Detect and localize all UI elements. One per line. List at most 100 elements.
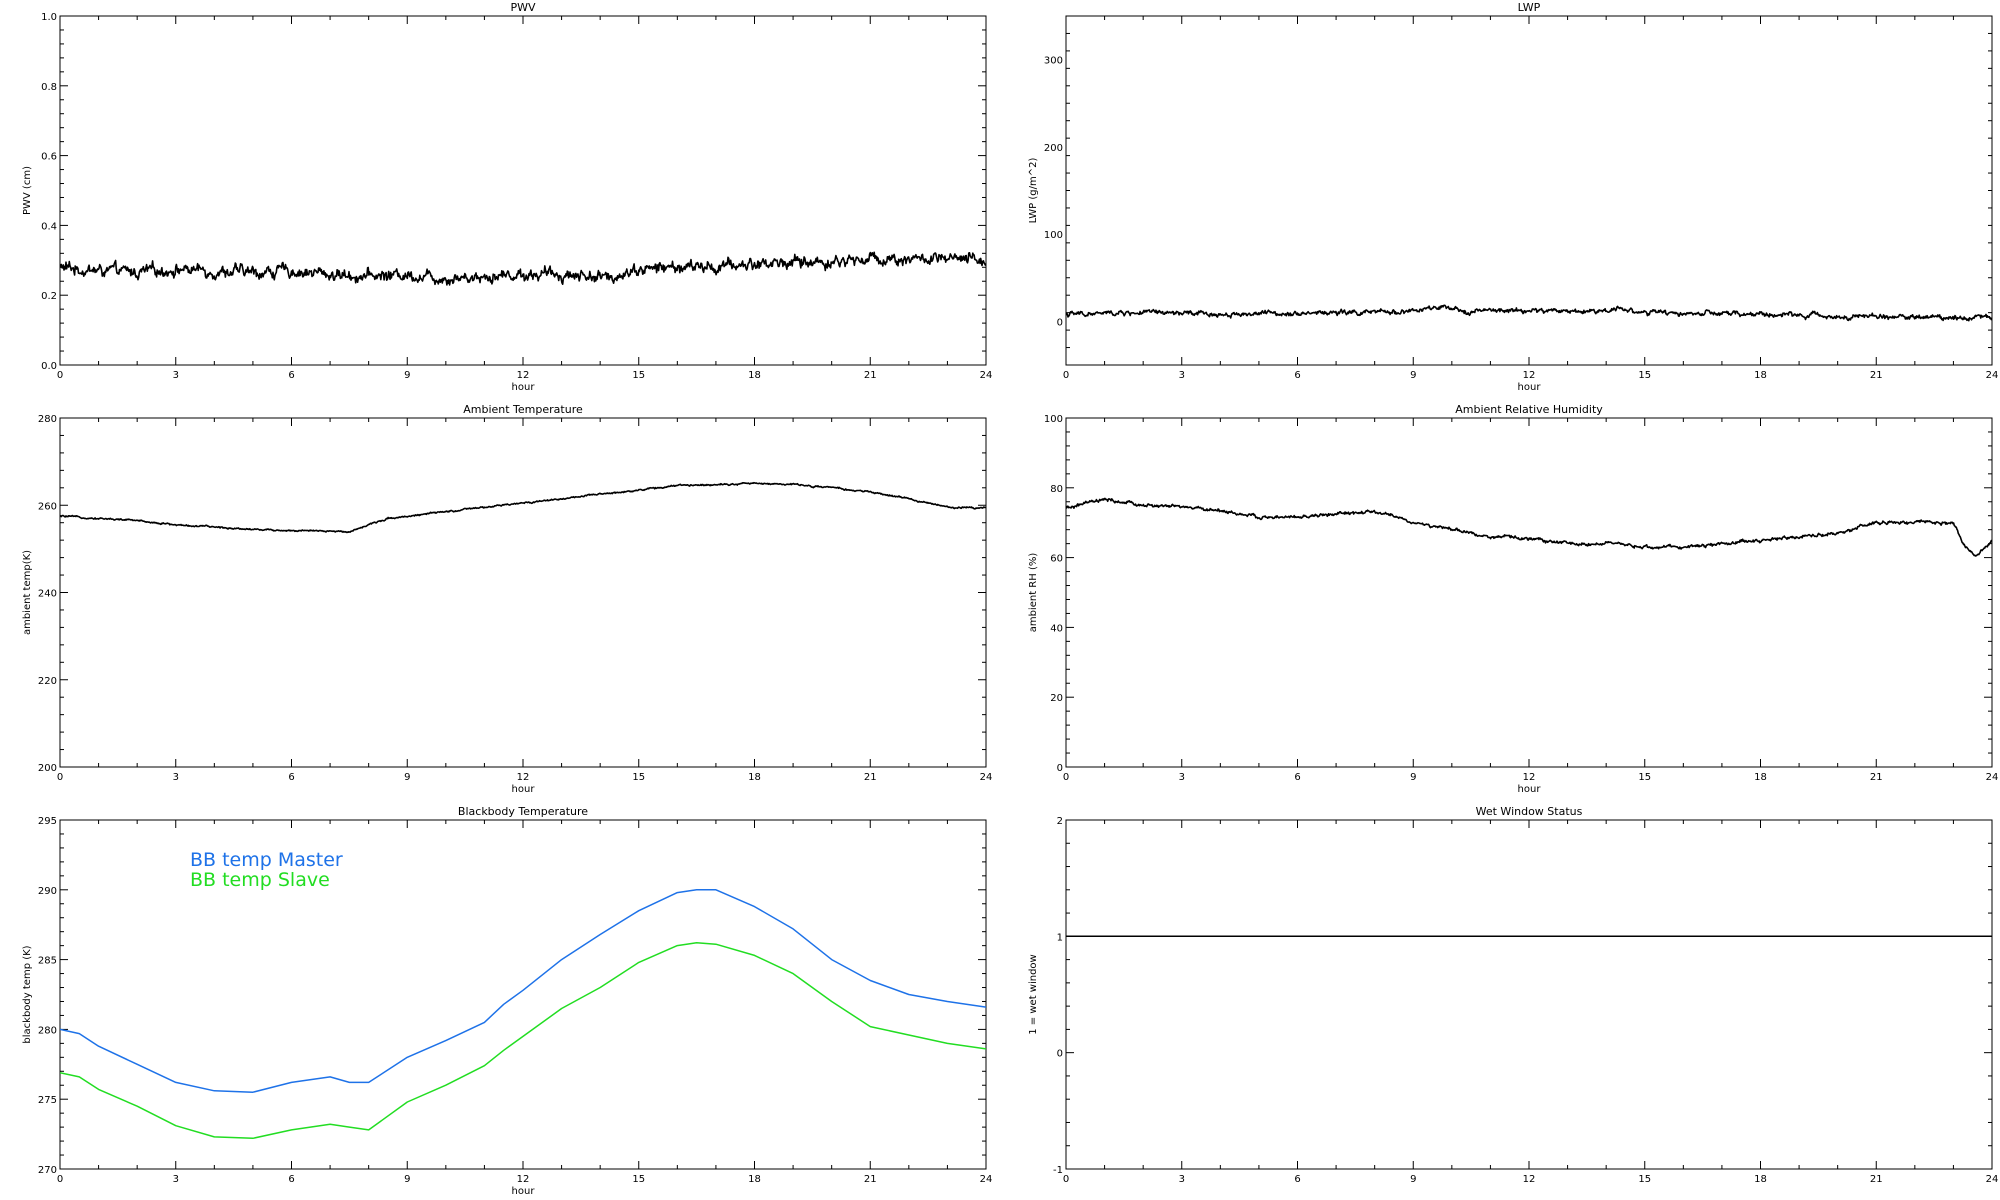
y-tick-label: 240	[38, 589, 57, 600]
y-tick-label: 0.6	[41, 152, 57, 163]
chart-title: Blackbody Temperature	[458, 805, 588, 818]
y-tick-label: 40	[1050, 623, 1063, 634]
x-tick-label: 15	[632, 1174, 645, 1185]
x-tick-label: 12	[1523, 370, 1536, 381]
y-axis-label: ambient temp(K)	[22, 550, 33, 635]
x-tick-label: 6	[1294, 772, 1300, 783]
y-axis-label: 1 = wet window	[1028, 954, 1039, 1034]
x-tick-label: 0	[1063, 772, 1069, 783]
x-tick-label: 24	[1986, 772, 1999, 783]
x-tick-label: 15	[632, 772, 645, 783]
x-tick-label: 24	[1986, 1174, 1999, 1185]
x-tick-label: 3	[1179, 370, 1185, 381]
panel-pwv: 0 3 6 9 12 15 18 21 24 0.0 0.2 0.4 0.6 0.8 1.0 PWV hour P…	[22, 1, 992, 393]
x-tick-label: 3	[1179, 1174, 1185, 1185]
series-line-lwp	[1066, 304, 1992, 322]
x-tick-label: 6	[1294, 370, 1300, 381]
panel-bb-temp: 0 3 6 9 12 15 18 21 24 270 275 280 285 290 295 Blackbod…	[22, 805, 992, 1197]
x-tick-label: 18	[748, 1174, 761, 1185]
x-tick-label: 21	[1870, 1174, 1883, 1185]
y-tick-label: 0.0	[41, 361, 57, 372]
x-tick-label: 6	[288, 370, 294, 381]
x-tick-label: 15	[1638, 772, 1651, 783]
y-tick-label: 200	[1044, 143, 1063, 154]
y-axis-label: ambient RH (%)	[1028, 553, 1039, 633]
legend-entry: BB temp Master	[190, 849, 343, 871]
series-line-bb-temp-master	[60, 889, 986, 1093]
x-axis-label: hour	[1518, 382, 1542, 393]
x-tick-label: 21	[864, 370, 877, 381]
x-tick-label: 3	[173, 772, 179, 783]
series-line-ambient-temp	[60, 481, 986, 534]
y-tick-label: 20	[1050, 693, 1063, 704]
y-tick-label: 200	[38, 763, 57, 774]
panel-lwp: 0 3 6 9 12 15 18 21 24 0 100 200 300 LWP hour LWP (g/m^…	[1028, 1, 1998, 393]
x-tick-label: 6	[288, 772, 294, 783]
x-tick-label: 12	[1523, 772, 1536, 783]
x-axis-label: hour	[512, 1186, 536, 1197]
chart-title: PWV	[510, 1, 536, 14]
x-tick-label: 15	[1638, 370, 1651, 381]
x-tick-label: 0	[57, 370, 63, 381]
x-tick-label: 12	[1523, 1174, 1536, 1185]
legend-entry: BB temp Slave	[190, 869, 330, 891]
x-tick-label: 21	[864, 1174, 877, 1185]
y-tick-label: 1.0	[41, 12, 57, 23]
x-axis-label: hour	[1518, 784, 1542, 795]
chart-title: Ambient Temperature	[463, 403, 583, 416]
y-tick-label: 0.8	[41, 82, 57, 93]
x-tick-label: 24	[980, 1174, 993, 1185]
y-tick-label: 100	[1044, 414, 1063, 425]
panel-ambient-rh: 0 3 6 9 12 15 18 21 24 0 20 40 60 80 100 Ambient Relati…	[1028, 403, 1998, 795]
y-tick-label: 220	[38, 676, 57, 687]
y-tick-label: -1	[1053, 1165, 1063, 1176]
x-tick-label: 0	[1063, 1174, 1069, 1185]
chart-title: LWP	[1518, 1, 1541, 14]
panel-ambient-temp: 0 3 6 9 12 15 18 21 24 200 220 240 260 280 Ambient Tem…	[22, 403, 992, 795]
plot-frame	[59, 15, 987, 366]
y-tick-label: 0	[1057, 317, 1063, 328]
y-tick-label: 80	[1050, 484, 1063, 495]
x-tick-label: 15	[1638, 1174, 1651, 1185]
y-tick-label: 0.4	[41, 221, 57, 232]
x-tick-label: 3	[1179, 772, 1185, 783]
x-tick-label: 24	[980, 370, 993, 381]
y-tick-label: 290	[38, 886, 57, 897]
x-tick-label: 12	[517, 772, 530, 783]
x-tick-label: 21	[1870, 370, 1883, 381]
x-tick-label: 18	[748, 772, 761, 783]
x-axis-label: hour	[512, 784, 536, 795]
plot-frame	[59, 417, 987, 768]
y-tick-label: 260	[38, 501, 57, 512]
x-tick-label: 9	[1410, 370, 1416, 381]
plot-frame	[1065, 819, 1993, 1170]
x-tick-label: 21	[864, 772, 877, 783]
plot-frame	[1065, 417, 1993, 768]
x-axis-label: hour	[512, 382, 536, 393]
y-tick-label: 60	[1050, 554, 1063, 565]
y-tick-label: 280	[38, 414, 57, 425]
x-tick-label: 12	[517, 370, 530, 381]
x-tick-label: 9	[1410, 772, 1416, 783]
x-tick-label: 9	[404, 772, 410, 783]
x-tick-label: 15	[632, 370, 645, 381]
y-tick-label: 275	[38, 1095, 57, 1106]
x-tick-label: 9	[1410, 1174, 1416, 1185]
x-tick-label: 3	[173, 370, 179, 381]
x-tick-label: 24	[980, 772, 993, 783]
y-tick-label: 295	[38, 816, 57, 827]
y-tick-label: 2	[1057, 816, 1063, 827]
y-tick-label: 270	[38, 1165, 57, 1176]
chart-title: Ambient Relative Humidity	[1455, 403, 1603, 416]
x-tick-label: 3	[173, 1174, 179, 1185]
x-tick-label: 18	[748, 370, 761, 381]
y-axis-label: PWV (cm)	[22, 166, 33, 215]
chart-title: Wet Window Status	[1476, 805, 1583, 818]
y-tick-label: 0	[1057, 763, 1063, 774]
x-tick-label: 21	[1870, 772, 1883, 783]
y-tick-label: 300	[1044, 56, 1063, 67]
x-tick-label: 0	[57, 772, 63, 783]
x-tick-label: 18	[1754, 772, 1767, 783]
